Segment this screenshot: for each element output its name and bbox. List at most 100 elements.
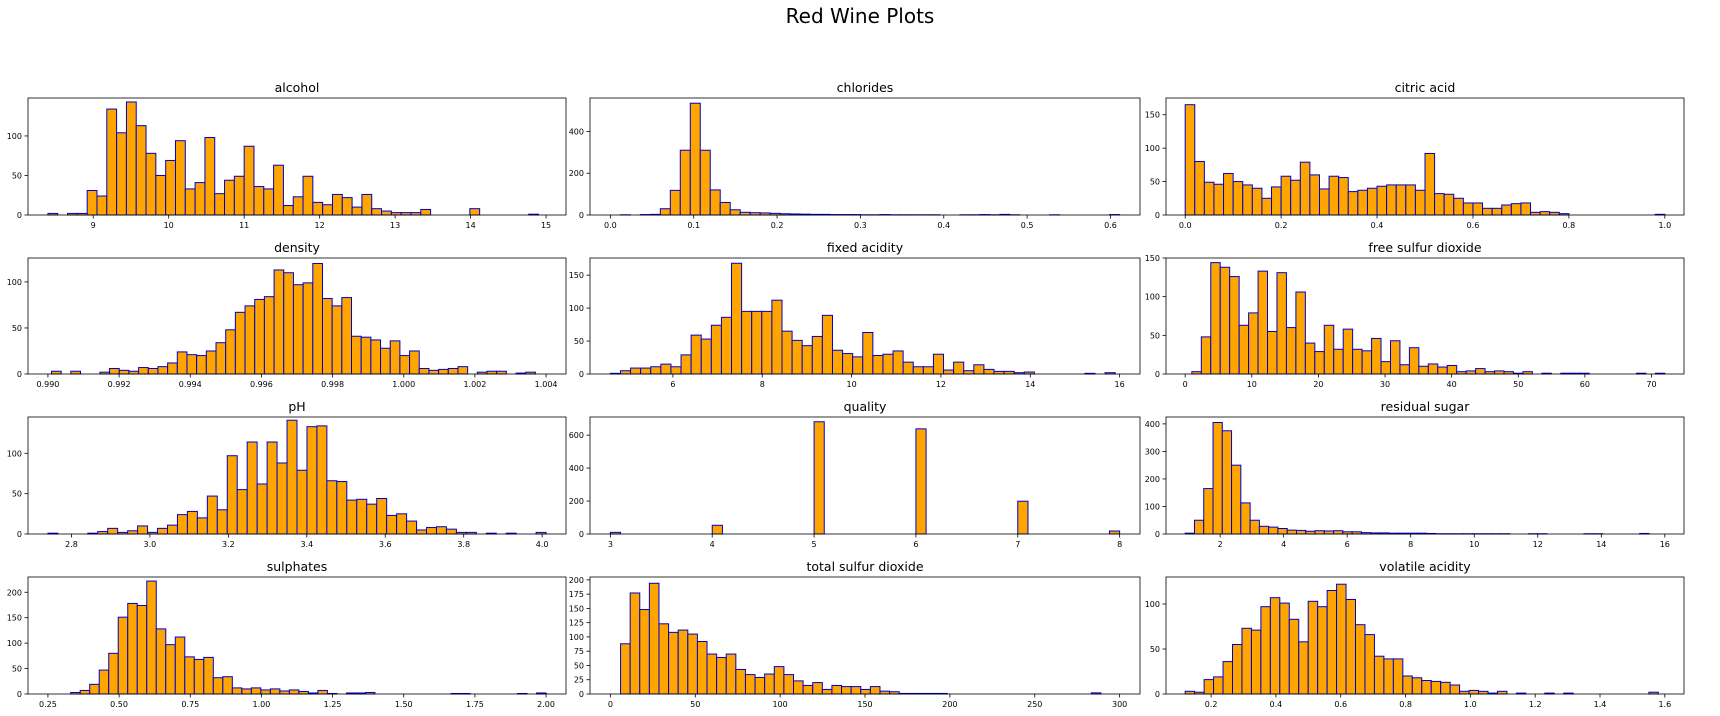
- histogram-bar: [862, 331, 874, 375]
- histogram-bar: [243, 145, 255, 216]
- histogram-bar: [341, 197, 353, 216]
- axes-frame: [27, 416, 567, 535]
- histogram-bar: [98, 669, 110, 695]
- x-tick-label: 2.8: [65, 540, 78, 549]
- histogram-bar: [135, 125, 147, 216]
- histogram-bar: [1108, 530, 1121, 535]
- x-tick-label: 3.2: [222, 540, 235, 549]
- histogram-bar: [1200, 336, 1212, 375]
- histogram-bar: [212, 677, 224, 695]
- y-tick-label: 400: [1145, 420, 1160, 429]
- histogram-bar: [108, 652, 119, 695]
- axes-frame: [27, 576, 567, 695]
- x-tick-label: 1.000: [392, 380, 415, 389]
- histogram-bar: [719, 201, 731, 216]
- histogram-bar: [1520, 202, 1532, 216]
- histogram-bar: [376, 497, 388, 535]
- histogram-bar: [125, 101, 137, 216]
- histogram-bar: [174, 140, 186, 216]
- x-tick-label: 0.990: [36, 380, 59, 389]
- histogram-bar: [741, 310, 753, 375]
- histogram-bar: [1427, 363, 1439, 375]
- histogram-bar: [1539, 211, 1551, 216]
- histogram-bar: [670, 366, 682, 375]
- histogram-bar: [250, 687, 262, 695]
- histogram-bar: [1371, 337, 1382, 375]
- histogram-bar: [214, 193, 226, 216]
- histogram-bar: [288, 689, 300, 695]
- y-tick-label: 100: [7, 449, 22, 458]
- histogram-bar: [1240, 502, 1251, 535]
- histogram-bar: [1232, 644, 1243, 695]
- histogram-bar: [1242, 184, 1253, 216]
- histogram-bar: [205, 350, 217, 375]
- histogram-bar: [677, 629, 689, 695]
- histogram-bar: [1309, 174, 1320, 216]
- y-tick-label: 150: [569, 271, 584, 280]
- x-tick-label: 0.5: [1021, 221, 1034, 230]
- histogram-bar: [1276, 272, 1287, 375]
- histogram-bar: [710, 324, 722, 375]
- histogram-bar: [1184, 690, 1196, 695]
- subplot-alcohol: alcohol 9 10 11 12 13 14 15 0 50 100: [7, 80, 567, 230]
- histogram-bar: [630, 367, 642, 375]
- histogram-bar: [639, 609, 650, 695]
- x-tick-label: 0.6: [1334, 700, 1347, 709]
- histogram-bar: [176, 351, 188, 375]
- x-tick-label: 8: [760, 380, 765, 389]
- histogram-bar: [1318, 188, 1330, 216]
- histogram-bar: [399, 355, 411, 375]
- histogram-bar: [147, 367, 159, 375]
- subplot-title: quality: [844, 399, 887, 414]
- histogram-bar: [709, 189, 721, 216]
- histogram-bar: [781, 330, 793, 375]
- histogram-bar: [1280, 175, 1292, 216]
- histogram-bar: [233, 175, 245, 216]
- histogram-bar: [1238, 324, 1250, 375]
- x-tick-label: 5: [812, 540, 817, 549]
- histogram-bar: [86, 189, 98, 216]
- x-tick-label: 0.50: [110, 700, 128, 709]
- histogram-bar: [96, 195, 108, 216]
- histogram-bar: [1336, 583, 1347, 695]
- x-tick-label: 0.8: [1563, 221, 1576, 230]
- histogram-bar: [254, 298, 265, 375]
- x-tick-label: 6: [1345, 540, 1350, 549]
- subplot-fixed-acidity: fixed acidity 6 8 10 12 14 16 0 50 100 150: [569, 240, 1141, 389]
- histogram-bar: [386, 514, 398, 535]
- histogram-bar: [1496, 690, 1508, 695]
- histogram-bar: [194, 182, 206, 216]
- histogram-bar: [690, 334, 702, 375]
- subplot-title: residual sugar: [1381, 399, 1471, 414]
- histogram-bar: [273, 269, 285, 375]
- histogram-bar: [1501, 204, 1512, 216]
- histogram-bar: [1257, 270, 1269, 375]
- subplot-volatile-acidity: volatile acidity 0.2 0.4 0.6 0.8 1.0 1.2 1.4 1.6…: [1145, 559, 1685, 709]
- histogram-bar: [1269, 597, 1281, 695]
- histogram-bar: [1268, 526, 1279, 535]
- histogram-bar: [1430, 680, 1442, 695]
- histogram-bar: [418, 367, 430, 375]
- histogram-bar: [79, 689, 91, 695]
- subplot-title: free sulfur dioxide: [1368, 240, 1481, 255]
- histogram-bar: [1267, 330, 1278, 375]
- histogram-bar: [1317, 606, 1328, 695]
- histogram-bar: [1421, 680, 1432, 695]
- histogram-bar: [751, 310, 763, 375]
- x-tick-label: 50: [1513, 380, 1523, 389]
- x-tick-label: 0.996: [250, 380, 273, 389]
- x-tick-label: 3.0: [144, 540, 157, 549]
- subplot-title: total sulfur dioxide: [806, 559, 923, 574]
- histogram-bar: [361, 193, 373, 216]
- histogram-bar: [389, 340, 401, 375]
- y-tick-label: 50: [1150, 178, 1160, 187]
- subplot-title: density: [274, 240, 320, 255]
- histogram-bar: [292, 196, 304, 216]
- histogram-bar: [711, 524, 723, 535]
- x-tick-label: 150: [857, 700, 872, 709]
- histogram-bar: [165, 644, 176, 695]
- y-tick-label: 100: [7, 132, 22, 141]
- x-tick-label: 14: [1596, 540, 1606, 549]
- histogram-bar: [1203, 488, 1214, 535]
- histogram-bar: [244, 305, 256, 375]
